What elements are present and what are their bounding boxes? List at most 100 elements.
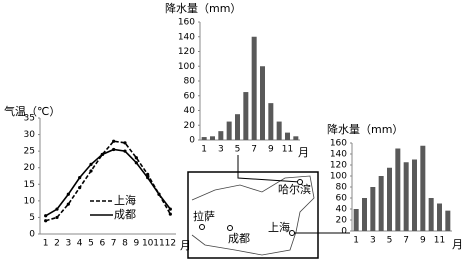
bar — [226, 121, 232, 140]
y-tick-label: 25 — [24, 147, 35, 157]
point — [134, 156, 138, 160]
y-tick-label: 100 — [178, 62, 195, 72]
x-tick-label: 4 — [77, 239, 83, 249]
y-tick-label: 0 — [189, 136, 195, 146]
x-tick-label: 1 — [353, 236, 359, 246]
city-dot — [199, 224, 205, 230]
bar — [403, 162, 409, 231]
x-tick-label: 7 — [251, 145, 257, 155]
x-tick-label: 7 — [403, 236, 409, 246]
point — [168, 212, 172, 216]
y-tick-label: 30 — [24, 130, 36, 140]
point — [78, 176, 82, 180]
x-tick-label: 12 — [165, 239, 176, 249]
x-tick-label: 8 — [122, 239, 128, 249]
map-outline — [191, 175, 315, 256]
y-tick-label: 60 — [184, 91, 196, 101]
x-tick-label: 10 — [142, 239, 154, 249]
bar — [260, 66, 265, 140]
x-tick-label: 5 — [88, 239, 94, 249]
legend-label: 成都 — [114, 208, 136, 221]
city-dot — [297, 179, 303, 185]
point — [146, 176, 150, 180]
bar — [428, 198, 434, 231]
point — [112, 139, 116, 143]
x-tick-label: 9 — [133, 239, 139, 249]
y-tick-label: 100 — [330, 172, 347, 182]
x-tick-label: 11 — [282, 145, 293, 155]
city-label: 拉萨 — [193, 209, 215, 223]
point — [146, 172, 150, 176]
y-tick-label: 35 — [24, 114, 35, 124]
point — [55, 207, 59, 211]
connector — [237, 155, 301, 183]
x-axis-title: 月 — [298, 146, 309, 159]
x-tick-label: 11 — [153, 239, 164, 249]
y-tick-label: 120 — [330, 161, 347, 171]
x-tick-label: 9 — [268, 145, 274, 155]
y-tick-label: 140 — [330, 150, 347, 160]
y-tick-label: 40 — [184, 106, 196, 116]
city-dot — [289, 230, 295, 236]
y-tick-label: 80 — [336, 183, 348, 193]
point — [66, 192, 70, 196]
point — [55, 215, 59, 220]
point — [134, 161, 138, 165]
point — [157, 192, 161, 196]
x-tick-label: 5 — [235, 145, 241, 155]
bar — [437, 203, 442, 231]
y-tick-label: 10 — [24, 196, 36, 206]
y-tick-label: 160 — [178, 18, 195, 28]
x-tick-label: 7 — [111, 239, 117, 249]
point — [89, 162, 93, 166]
city-label: 上海 — [268, 220, 290, 234]
y-tick-label: 0 — [29, 230, 35, 240]
bar — [276, 121, 282, 140]
bar — [218, 131, 224, 140]
bar — [412, 159, 417, 231]
y-tick-label: 0 — [341, 227, 347, 237]
bar — [251, 36, 257, 140]
y-tick-label: 20 — [336, 216, 348, 226]
y-axis-title: 降水量（mm） — [327, 122, 403, 136]
y-tick-label: 15 — [24, 180, 35, 190]
city-label: 哈尔滨 — [278, 182, 311, 196]
y-tick-label: 20 — [24, 163, 36, 173]
bar — [387, 167, 392, 231]
point — [112, 147, 116, 152]
y-tick-label: 60 — [336, 194, 348, 204]
y-tick-label: 20 — [184, 121, 196, 131]
legend-label: 上海 — [114, 193, 136, 207]
bar — [395, 148, 401, 231]
point — [66, 202, 70, 206]
city-label: 成都 — [228, 232, 250, 245]
point — [78, 186, 82, 190]
x-tick-label: 1 — [201, 145, 207, 155]
point — [100, 152, 104, 157]
bar — [353, 209, 359, 231]
bar — [362, 198, 367, 231]
bar — [420, 145, 426, 231]
y-tick-label: 40 — [336, 205, 348, 215]
y-tick-label: 160 — [330, 139, 347, 149]
x-tick-label: 2 — [54, 239, 60, 249]
x-tick-label: 9 — [420, 236, 426, 246]
y-tick-label: 5 — [29, 213, 35, 223]
point — [44, 214, 48, 218]
point — [44, 219, 48, 223]
x-tick-label: 6 — [99, 239, 105, 249]
x-tick-label: 3 — [65, 239, 71, 249]
y-axis-title: 降水量（mm） — [165, 1, 241, 15]
bar — [268, 103, 274, 140]
x-tick-label: 11 — [434, 236, 445, 246]
point — [89, 169, 93, 173]
y-tick-label: 120 — [178, 47, 195, 57]
y-tick-label: 80 — [184, 77, 196, 87]
bar — [235, 114, 240, 140]
bar — [445, 210, 451, 231]
bar — [293, 136, 299, 140]
bar — [201, 137, 207, 140]
city-dot — [227, 225, 233, 231]
x-tick-label: 5 — [387, 236, 393, 246]
